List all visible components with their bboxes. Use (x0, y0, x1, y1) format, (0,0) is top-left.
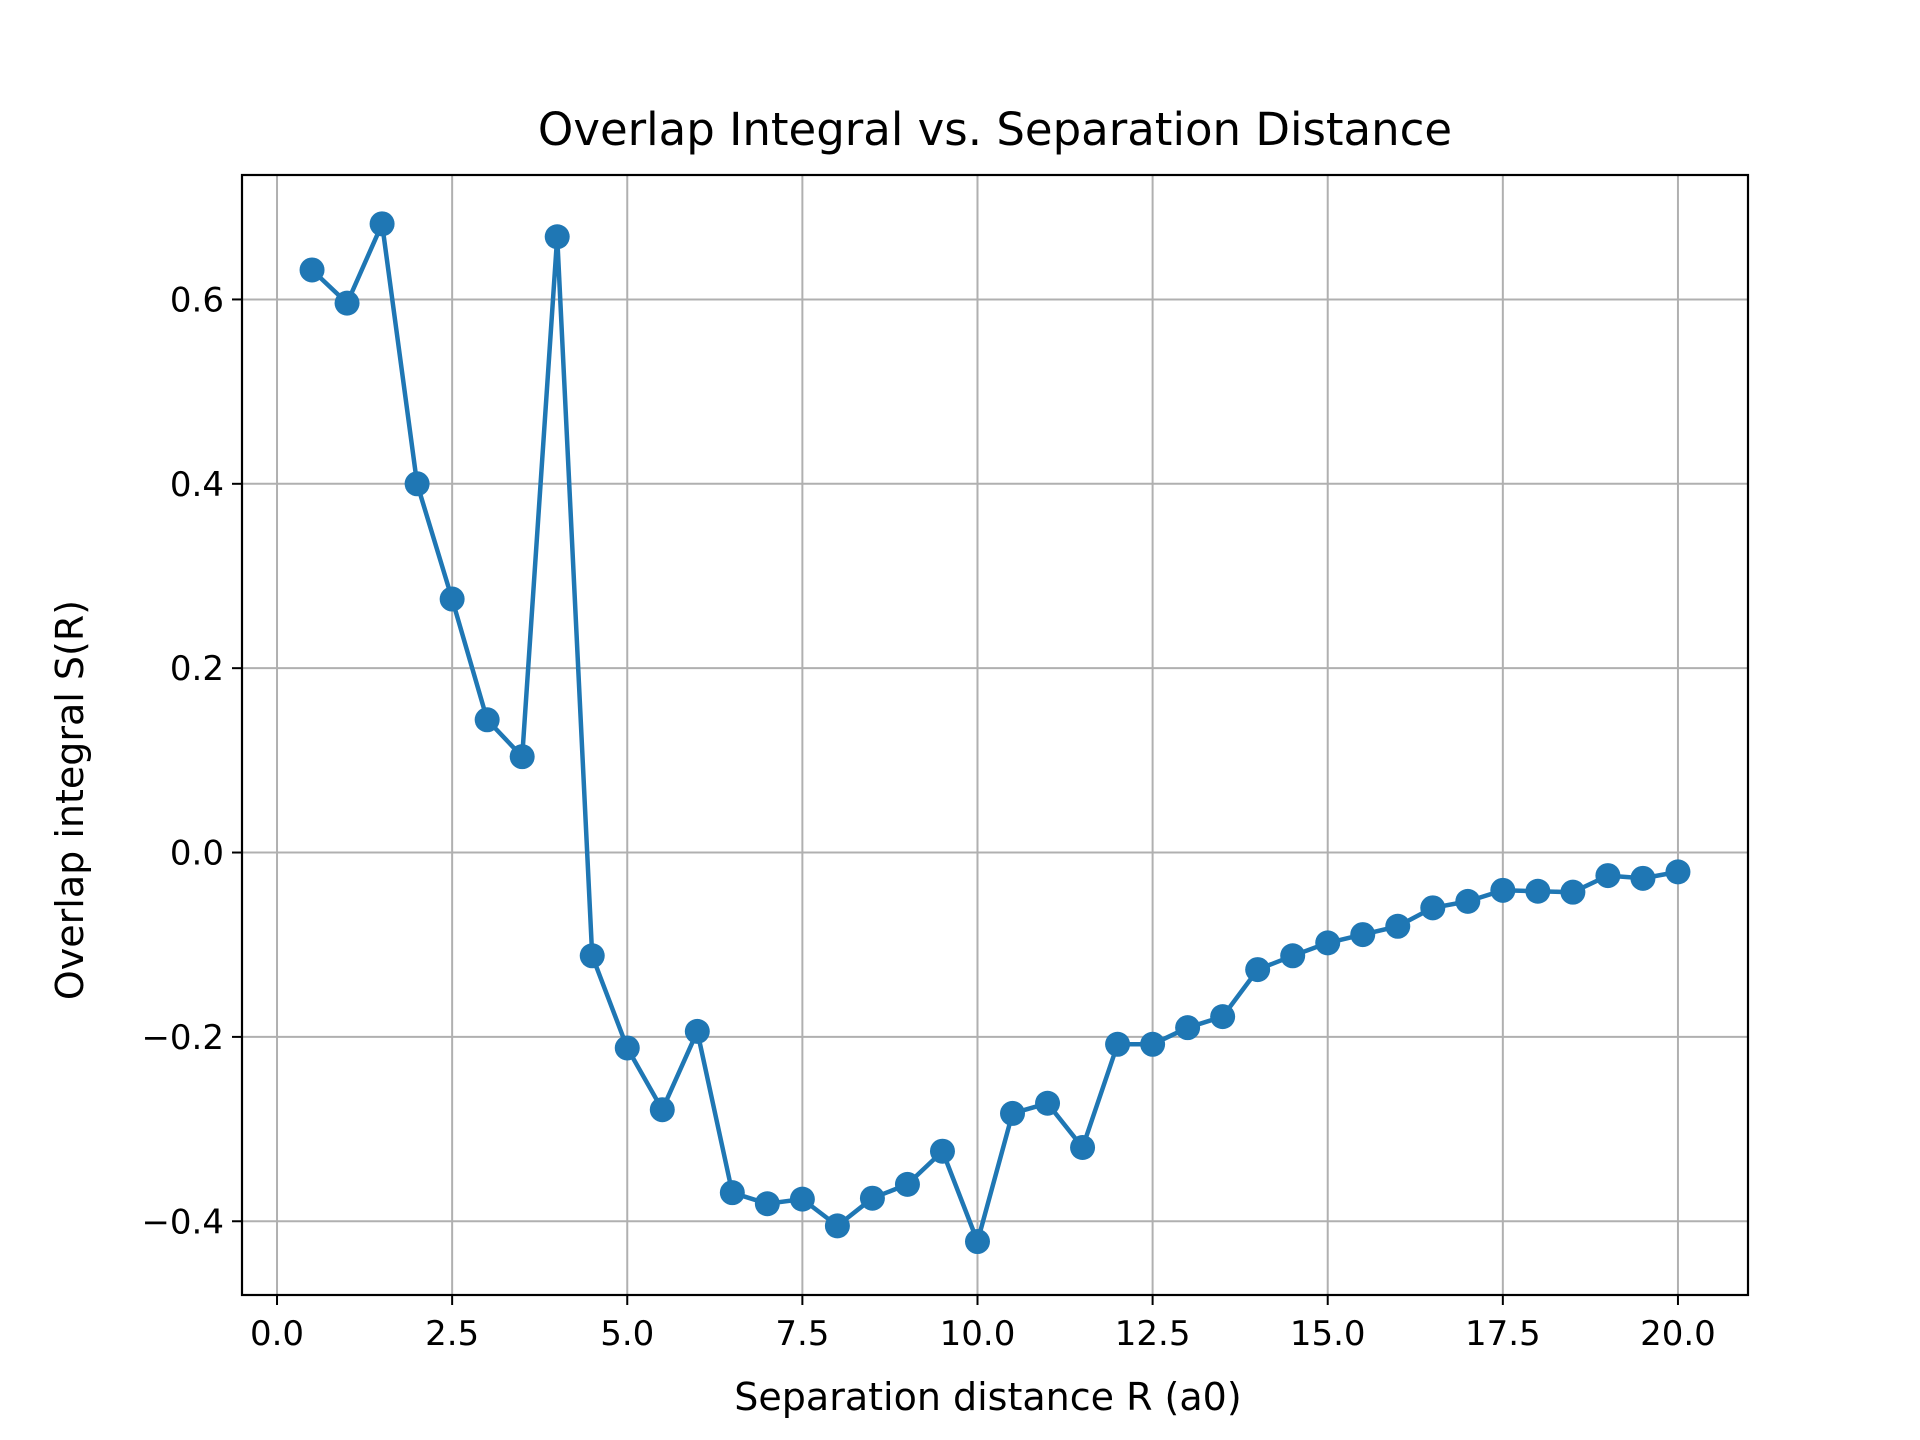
data-point (1035, 1090, 1061, 1116)
x-tick-label: 5.0 (600, 1314, 654, 1354)
chart-title: Overlap Integral vs. Separation Distance (538, 103, 1452, 156)
data-point (439, 586, 465, 612)
x-tick-label: 17.5 (1465, 1314, 1541, 1354)
data-point (789, 1186, 815, 1212)
data-point (1490, 877, 1516, 903)
y-tick-label: 0.6 (170, 280, 224, 320)
series-line (310, 221, 1679, 1244)
x-tick-label: 2.5 (425, 1314, 479, 1354)
data-point (1385, 913, 1411, 939)
x-axis-label: Separation distance R (a0) (734, 1375, 1241, 1419)
data-point (1070, 1135, 1096, 1161)
data-point (1315, 930, 1341, 956)
y-axis-label: Overlap integral S(R) (48, 600, 92, 1000)
x-tick-label: 0.0 (250, 1314, 304, 1354)
data-point (334, 290, 360, 316)
data-point (824, 1213, 850, 1239)
data-point (1665, 859, 1691, 885)
x-tick-label: 10.0 (940, 1314, 1016, 1354)
data-point (1455, 888, 1481, 914)
axis-ticks: 0.0 2.5 5.0 7.5 10.0 12.5 15.0 17.5 20.0 −0.4 −0.2… (141, 280, 1715, 1354)
data-point (614, 1035, 640, 1061)
y-tick-label: 0.2 (170, 649, 224, 689)
data-point (1175, 1015, 1201, 1041)
grid (242, 175, 1748, 1295)
data-point (1595, 863, 1621, 889)
data-point (859, 1185, 885, 1211)
plot-area-frame (240, 173, 1750, 1297)
x-tick-label: 20.0 (1640, 1314, 1716, 1354)
data-point (1000, 1100, 1026, 1126)
data-point (1105, 1031, 1131, 1057)
y-tick-label: −0.2 (141, 1018, 224, 1058)
data-point (719, 1180, 745, 1206)
data-point (684, 1018, 710, 1044)
data-point (754, 1191, 780, 1217)
data-point (1350, 922, 1376, 948)
x-tick-label: 15.0 (1290, 1314, 1366, 1354)
x-tick-label: 12.5 (1115, 1314, 1191, 1354)
data-point (894, 1171, 920, 1197)
y-tick-label: −0.4 (141, 1202, 224, 1242)
data-point (474, 707, 500, 733)
y-tick-label: 0.4 (170, 465, 224, 505)
data-point (369, 211, 395, 237)
data-point (649, 1097, 675, 1123)
data-point (579, 943, 605, 969)
data-point (1280, 943, 1306, 969)
data-point (1420, 895, 1446, 921)
data-point (1210, 1004, 1236, 1030)
data-point (1525, 878, 1551, 904)
data-point (1560, 879, 1586, 905)
data-point (509, 744, 535, 770)
data-point (964, 1229, 990, 1255)
data-point (544, 224, 570, 250)
y-tick-label: 0.0 (170, 834, 224, 874)
series-overlap (299, 211, 1691, 1255)
data-point (1630, 865, 1656, 891)
x-tick-label: 7.5 (775, 1314, 829, 1354)
data-point (404, 471, 430, 497)
data-point (1245, 957, 1271, 983)
data-point (1140, 1031, 1166, 1057)
data-point (299, 257, 325, 283)
data-point (929, 1138, 955, 1164)
